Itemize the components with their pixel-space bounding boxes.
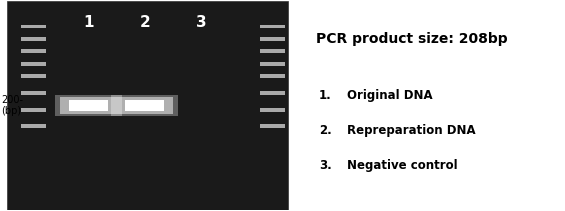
FancyBboxPatch shape — [21, 50, 46, 53]
FancyBboxPatch shape — [7, 1, 288, 210]
FancyBboxPatch shape — [55, 95, 122, 116]
FancyBboxPatch shape — [111, 95, 179, 116]
FancyBboxPatch shape — [260, 62, 285, 66]
Text: 2: 2 — [140, 15, 150, 30]
Text: Repreparation DNA: Repreparation DNA — [347, 124, 476, 137]
Text: PCR product size: 208bp: PCR product size: 208bp — [316, 32, 508, 46]
FancyBboxPatch shape — [260, 50, 285, 53]
FancyBboxPatch shape — [21, 24, 46, 28]
FancyBboxPatch shape — [60, 97, 116, 114]
FancyBboxPatch shape — [260, 108, 285, 112]
Text: 2.: 2. — [319, 124, 332, 137]
FancyBboxPatch shape — [21, 91, 46, 95]
FancyBboxPatch shape — [21, 74, 46, 78]
Text: Original DNA: Original DNA — [347, 89, 433, 101]
FancyBboxPatch shape — [21, 124, 46, 128]
FancyBboxPatch shape — [260, 24, 285, 28]
FancyBboxPatch shape — [116, 97, 173, 114]
FancyBboxPatch shape — [260, 91, 285, 95]
FancyBboxPatch shape — [260, 74, 285, 78]
FancyBboxPatch shape — [69, 100, 108, 111]
Text: 1: 1 — [83, 15, 94, 30]
FancyBboxPatch shape — [260, 37, 285, 41]
FancyBboxPatch shape — [21, 37, 46, 41]
Text: 3.: 3. — [319, 159, 332, 172]
FancyBboxPatch shape — [260, 124, 285, 128]
FancyBboxPatch shape — [21, 62, 46, 66]
Text: 200-
(bp): 200- (bp) — [1, 95, 23, 116]
FancyBboxPatch shape — [21, 108, 46, 112]
Text: Negative control: Negative control — [347, 159, 458, 172]
FancyBboxPatch shape — [125, 100, 164, 111]
Text: 1.: 1. — [319, 89, 332, 101]
Text: 3: 3 — [195, 15, 206, 30]
